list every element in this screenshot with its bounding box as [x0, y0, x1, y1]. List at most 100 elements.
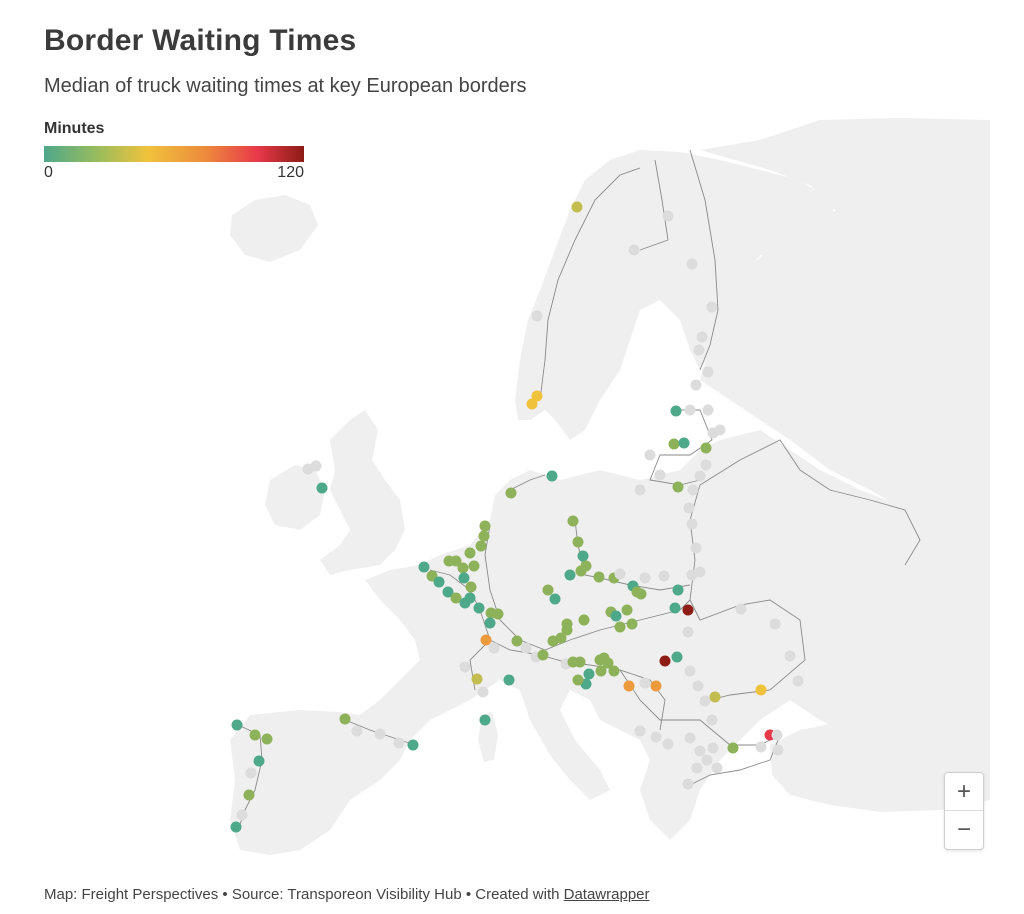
border-crossing-marker[interactable] [755, 684, 767, 696]
border-crossing-marker[interactable] [670, 405, 682, 417]
border-crossing-marker[interactable] [407, 739, 419, 751]
border-crossing-no-data-marker[interactable] [690, 379, 702, 391]
border-crossing-no-data-marker[interactable] [694, 470, 706, 482]
border-crossing-marker[interactable] [595, 665, 607, 677]
border-crossing-no-data-marker[interactable] [236, 809, 248, 821]
datawrapper-link[interactable]: Datawrapper [563, 886, 650, 903]
border-crossing-marker[interactable] [621, 604, 633, 616]
border-crossing-no-data-marker[interactable] [686, 258, 698, 270]
border-crossing-marker[interactable] [593, 571, 605, 583]
border-crossing-no-data-marker[interactable] [706, 714, 718, 726]
border-crossing-no-data-marker[interactable] [662, 738, 674, 750]
border-crossing-marker[interactable] [480, 634, 492, 646]
border-crossing-marker[interactable] [464, 547, 476, 559]
border-crossing-no-data-marker[interactable] [634, 725, 646, 737]
border-crossing-no-data-marker[interactable] [772, 744, 784, 756]
border-crossing-no-data-marker[interactable] [374, 728, 386, 740]
zoom-out-button[interactable]: − [945, 810, 983, 848]
border-crossing-no-data-marker[interactable] [682, 626, 694, 638]
border-crossing-marker[interactable] [610, 610, 622, 622]
border-crossing-marker[interactable] [537, 649, 549, 661]
border-crossing-marker[interactable] [433, 576, 445, 588]
border-crossing-marker[interactable] [450, 555, 462, 567]
border-crossing-no-data-marker[interactable] [683, 502, 695, 514]
border-crossing-marker[interactable] [418, 561, 430, 573]
border-crossing-no-data-marker[interactable] [310, 460, 322, 472]
border-crossing-no-data-marker[interactable] [690, 542, 702, 554]
border-crossing-no-data-marker[interactable] [684, 732, 696, 744]
border-crossing-marker[interactable] [583, 668, 595, 680]
border-crossing-marker[interactable] [727, 742, 739, 754]
border-crossing-no-data-marker[interactable] [245, 767, 257, 779]
zoom-in-button[interactable]: + [945, 773, 983, 810]
border-crossing-no-data-marker[interactable] [702, 404, 714, 416]
border-crossing-no-data-marker[interactable] [700, 459, 712, 471]
border-crossing-marker[interactable] [542, 584, 554, 596]
border-crossing-no-data-marker[interactable] [701, 754, 713, 766]
border-crossing-marker[interactable] [614, 621, 626, 633]
border-crossing-no-data-marker[interactable] [769, 618, 781, 630]
border-crossing-marker[interactable] [249, 729, 261, 741]
border-crossing-marker[interactable] [572, 674, 584, 686]
border-crossing-no-data-marker[interactable] [628, 244, 640, 256]
border-crossing-marker[interactable] [492, 608, 504, 620]
border-crossing-no-data-marker[interactable] [693, 344, 705, 356]
border-crossing-marker[interactable] [672, 584, 684, 596]
border-crossing-marker[interactable] [442, 586, 454, 598]
border-crossing-no-data-marker[interactable] [614, 568, 626, 580]
border-crossing-marker[interactable] [578, 614, 590, 626]
border-crossing-marker[interactable] [479, 520, 491, 532]
border-crossing-no-data-marker[interactable] [644, 449, 656, 461]
border-crossing-marker[interactable] [458, 572, 470, 584]
border-crossing-marker[interactable] [669, 602, 681, 614]
border-crossing-marker[interactable] [682, 604, 694, 616]
border-crossing-no-data-marker[interactable] [771, 729, 783, 741]
border-crossing-marker[interactable] [574, 656, 586, 668]
border-crossing-marker[interactable] [549, 593, 561, 605]
border-crossing-no-data-marker[interactable] [662, 210, 674, 222]
border-crossing-marker[interactable] [465, 581, 477, 593]
border-crossing-marker[interactable] [598, 652, 610, 664]
border-crossing-marker[interactable] [468, 560, 480, 572]
border-crossing-marker[interactable] [511, 635, 523, 647]
border-crossing-no-data-marker[interactable] [658, 570, 670, 582]
border-crossing-marker[interactable] [464, 592, 476, 604]
border-crossing-marker[interactable] [650, 680, 662, 692]
border-crossing-marker[interactable] [243, 789, 255, 801]
border-crossing-marker[interactable] [571, 201, 583, 213]
border-crossing-marker[interactable] [450, 592, 462, 604]
border-crossing-marker[interactable] [531, 390, 543, 402]
border-crossing-marker[interactable] [546, 470, 558, 482]
border-crossing-no-data-marker[interactable] [531, 310, 543, 322]
border-crossing-marker[interactable] [575, 565, 587, 577]
border-crossing-no-data-marker[interactable] [755, 741, 767, 753]
border-crossing-marker[interactable] [564, 569, 576, 581]
border-crossing-no-data-marker[interactable] [691, 762, 703, 774]
border-crossing-no-data-marker[interactable] [792, 675, 804, 687]
border-crossing-no-data-marker[interactable] [650, 731, 662, 743]
border-crossing-marker[interactable] [339, 713, 351, 725]
border-crossing-no-data-marker[interactable] [687, 484, 699, 496]
border-crossing-marker[interactable] [626, 618, 638, 630]
border-crossing-marker[interactable] [577, 550, 589, 562]
border-crossing-marker[interactable] [475, 540, 487, 552]
border-crossing-no-data-marker[interactable] [694, 745, 706, 757]
border-crossing-marker[interactable] [503, 674, 515, 686]
border-crossing-no-data-marker[interactable] [459, 661, 471, 673]
border-crossing-no-data-marker[interactable] [784, 650, 796, 662]
border-crossing-no-data-marker[interactable] [714, 424, 726, 436]
border-crossing-marker[interactable] [473, 602, 485, 614]
border-crossing-no-data-marker[interactable] [520, 642, 532, 654]
border-crossing-marker[interactable] [572, 536, 584, 548]
border-crossing-no-data-marker[interactable] [477, 686, 489, 698]
border-crossing-marker[interactable] [261, 733, 273, 745]
border-crossing-marker[interactable] [471, 673, 483, 685]
border-crossing-no-data-marker[interactable] [634, 484, 646, 496]
border-crossing-marker[interactable] [505, 487, 517, 499]
border-crossing-no-data-marker[interactable] [706, 301, 718, 313]
border-crossing-marker[interactable] [700, 442, 712, 454]
border-crossing-marker[interactable] [672, 481, 684, 493]
border-crossing-marker[interactable] [526, 398, 538, 410]
border-crossing-no-data-marker[interactable] [707, 742, 719, 754]
